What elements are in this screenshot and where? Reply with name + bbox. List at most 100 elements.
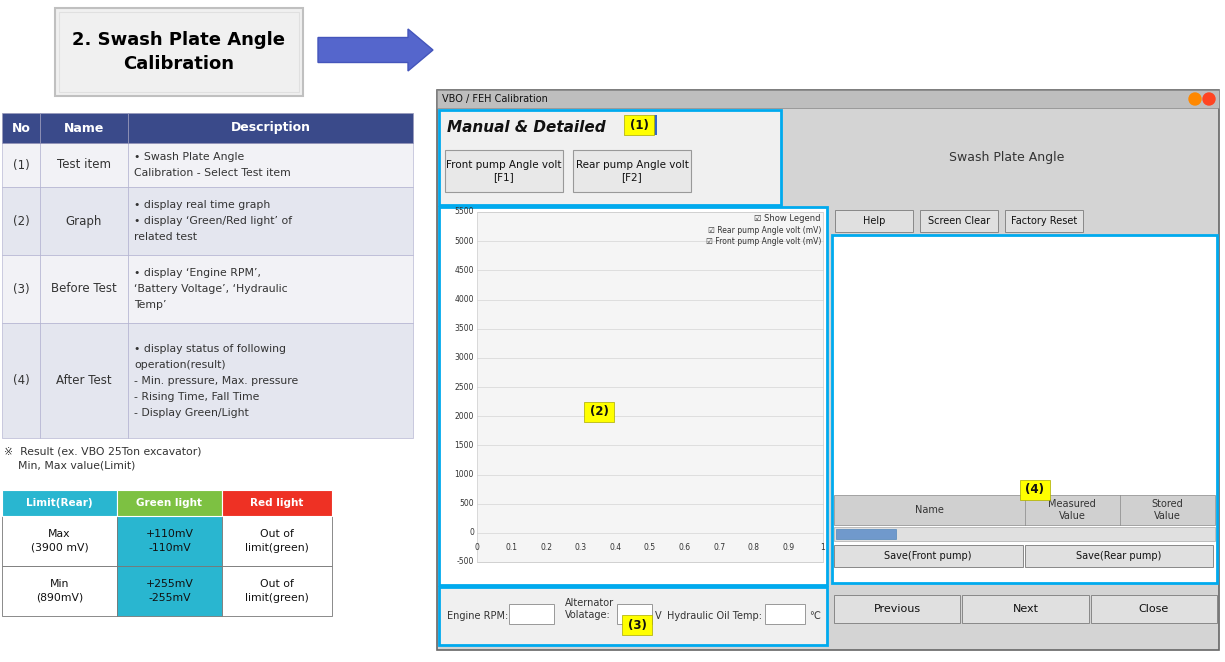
Text: ※  Result (ex. VBO 25Ton excavator)
    Min, Max value(Limit): ※ Result (ex. VBO 25Ton excavator) Min, …: [4, 446, 201, 470]
Text: 1: 1: [821, 543, 826, 552]
Text: Front pump Angle volt
[F1]: Front pump Angle volt [F1]: [446, 160, 562, 182]
Bar: [40, 187, 127, 255]
Text: Temp’: Temp’: [134, 300, 167, 310]
Bar: [40, 113, 127, 143]
Text: Factory Reset: Factory Reset: [1011, 216, 1077, 226]
Text: Limit(Rear): Limit(Rear): [26, 498, 93, 508]
Text: (4): (4): [1025, 483, 1044, 496]
Text: Engine RPM:: Engine RPM:: [447, 611, 508, 621]
Text: • display ‘Green/Red light’ of: • display ‘Green/Red light’ of: [134, 216, 292, 226]
Text: (3): (3): [12, 283, 29, 295]
Bar: [2, 255, 40, 323]
Bar: [55, 8, 303, 96]
Bar: [118, 490, 222, 516]
Text: Next: Next: [1013, 604, 1039, 614]
Bar: [118, 566, 222, 616]
Text: 5000: 5000: [454, 237, 474, 246]
Text: related test: related test: [134, 232, 197, 242]
Text: 5500: 5500: [454, 207, 474, 216]
Bar: [40, 255, 127, 323]
Text: +110mV
-110mV: +110mV -110mV: [146, 530, 194, 553]
Text: Save(Rear pump): Save(Rear pump): [1076, 551, 1161, 561]
Bar: [835, 210, 913, 232]
Bar: [222, 566, 332, 616]
Text: 0.2: 0.2: [540, 543, 552, 552]
Text: Before Test: Before Test: [51, 283, 116, 295]
Text: Out of
limit(green): Out of limit(green): [245, 530, 309, 553]
Text: 500: 500: [459, 499, 474, 508]
Text: After Test: After Test: [56, 374, 111, 387]
Bar: [439, 207, 827, 585]
Text: Calibration - Select Test item: Calibration - Select Test item: [134, 168, 290, 178]
Bar: [2, 566, 118, 616]
Text: 0.3: 0.3: [575, 543, 587, 552]
Text: Red light: Red light: [250, 498, 304, 508]
Text: (1): (1): [630, 118, 648, 132]
Text: Swash Plate Angle: Swash Plate Angle: [949, 151, 1065, 164]
Bar: [584, 402, 614, 422]
Text: 0.8: 0.8: [747, 543, 760, 552]
Bar: [834, 495, 1215, 525]
Text: (2): (2): [589, 406, 609, 418]
Text: V: V: [655, 611, 662, 621]
Text: 0.1: 0.1: [506, 543, 518, 552]
Bar: [437, 90, 1219, 650]
Bar: [834, 527, 1215, 541]
Text: • display real time graph: • display real time graph: [134, 200, 271, 210]
Text: Green light: Green light: [136, 498, 202, 508]
Text: 2000: 2000: [454, 412, 474, 420]
Bar: [127, 187, 413, 255]
Text: Test item: Test item: [58, 158, 111, 171]
Text: 0.6: 0.6: [679, 543, 691, 552]
Text: Alternator
Volatage:: Alternator Volatage:: [565, 598, 614, 620]
Text: ☑ Front pump Angle volt (mV): ☑ Front pump Angle volt (mV): [706, 237, 821, 246]
Text: 2. Swash Plate Angle
Calibration: 2. Swash Plate Angle Calibration: [72, 31, 285, 73]
Text: • display ‘Engine RPM’,: • display ‘Engine RPM’,: [134, 268, 261, 278]
Text: +255mV
-255mV: +255mV -255mV: [146, 579, 194, 602]
Text: ‘Battery Voltage’, ‘Hydraulic: ‘Battery Voltage’, ‘Hydraulic: [134, 284, 288, 294]
Bar: [127, 323, 413, 438]
Bar: [2, 323, 40, 438]
Bar: [439, 110, 782, 205]
Text: ☑ Rear pump Angle volt (mV): ☑ Rear pump Angle volt (mV): [708, 226, 821, 235]
Bar: [764, 604, 805, 624]
FancyArrow shape: [318, 29, 432, 71]
Text: 0.4: 0.4: [609, 543, 621, 552]
Text: operation(result): operation(result): [134, 359, 225, 369]
Text: No: No: [11, 122, 31, 134]
Bar: [832, 235, 1216, 583]
Text: Screen Clear: Screen Clear: [929, 216, 990, 226]
Circle shape: [1203, 93, 1215, 105]
Text: Close: Close: [1139, 604, 1169, 614]
Text: Rear pump Angle volt
[F2]: Rear pump Angle volt [F2]: [576, 160, 688, 182]
Text: Graph: Graph: [66, 214, 102, 228]
Text: Manual & Detailed: Manual & Detailed: [447, 120, 605, 136]
Text: 4500: 4500: [454, 266, 474, 275]
Text: -500: -500: [457, 557, 474, 567]
Bar: [1024, 545, 1213, 567]
Bar: [445, 150, 564, 192]
Text: Name: Name: [64, 122, 104, 134]
Text: ☑ Show Legend: ☑ Show Legend: [755, 214, 821, 223]
Text: 1500: 1500: [454, 441, 474, 450]
Text: Previous: Previous: [873, 604, 921, 614]
Bar: [834, 237, 1215, 525]
Text: (4): (4): [12, 374, 29, 387]
Text: Max
(3900 mV): Max (3900 mV): [31, 530, 88, 553]
Bar: [1019, 480, 1050, 500]
Text: 0.9: 0.9: [783, 543, 795, 552]
Text: 0.7: 0.7: [713, 543, 725, 552]
Text: Out of
limit(green): Out of limit(green): [245, 579, 309, 602]
Bar: [573, 150, 691, 192]
Text: - Rising Time, Fall Time: - Rising Time, Fall Time: [134, 391, 260, 401]
Text: 3000: 3000: [454, 354, 474, 362]
Bar: [222, 516, 332, 566]
Bar: [59, 12, 299, 92]
Bar: [40, 143, 127, 187]
Bar: [40, 323, 127, 438]
Bar: [127, 255, 413, 323]
Circle shape: [1189, 93, 1200, 105]
Text: 0.5: 0.5: [644, 543, 657, 552]
Text: 4000: 4000: [454, 295, 474, 304]
Text: - Min. pressure, Max. pressure: - Min. pressure, Max. pressure: [134, 375, 298, 385]
